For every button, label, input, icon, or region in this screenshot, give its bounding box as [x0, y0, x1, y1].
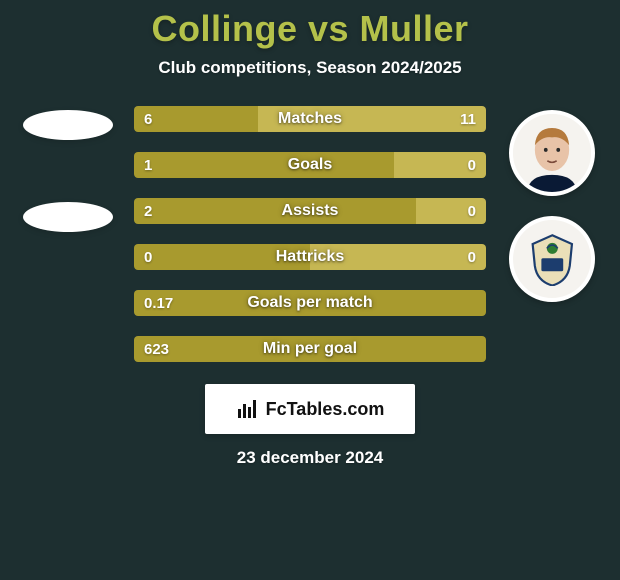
stat-left-value: 6 [134, 106, 258, 132]
stat-left-value: 2 [134, 198, 416, 224]
stat-bar: 0.17Goals per match [134, 290, 486, 316]
stat-bar: 611Matches [134, 106, 486, 132]
page-title: Collinge vs Muller [151, 8, 468, 50]
stat-left-value: 623 [134, 336, 486, 362]
stat-bar: 10Goals [134, 152, 486, 178]
bar-chart-icon [236, 397, 260, 421]
left-player-column [8, 106, 128, 232]
player-face-icon [513, 114, 591, 192]
stat-bar: 00Hattricks [134, 244, 486, 270]
stat-bars: 611Matches 10Goals 20Assists 00Hattricks 0.1… [134, 106, 486, 362]
club-crest-icon [525, 232, 580, 287]
stat-left-value: 0.17 [134, 290, 486, 316]
left-club-placeholder-icon [23, 202, 113, 232]
stat-right-value: 0 [310, 244, 486, 270]
main-area: 611Matches 10Goals 20Assists 00Hattricks 0.1… [0, 106, 620, 362]
right-player-column [492, 106, 612, 302]
date-label: 23 december 2024 [237, 448, 384, 468]
subtitle: Club competitions, Season 2024/2025 [158, 58, 461, 78]
comparison-card: Collinge vs Muller Club competitions, Se… [0, 0, 620, 580]
branding-badge: FcTables.com [205, 384, 415, 434]
stat-bar: 20Assists [134, 198, 486, 224]
right-player-avatar [509, 110, 595, 196]
stat-right-value: 0 [394, 152, 486, 178]
stat-right-value: 11 [258, 106, 486, 132]
right-club-crest [509, 216, 595, 302]
left-player-placeholder-icon [23, 110, 113, 140]
branding-label: FcTables.com [266, 399, 385, 420]
stat-right-value: 0 [416, 198, 486, 224]
stat-bar: 623Min per goal [134, 336, 486, 362]
stat-left-value: 0 [134, 244, 310, 270]
stat-left-value: 1 [134, 152, 394, 178]
